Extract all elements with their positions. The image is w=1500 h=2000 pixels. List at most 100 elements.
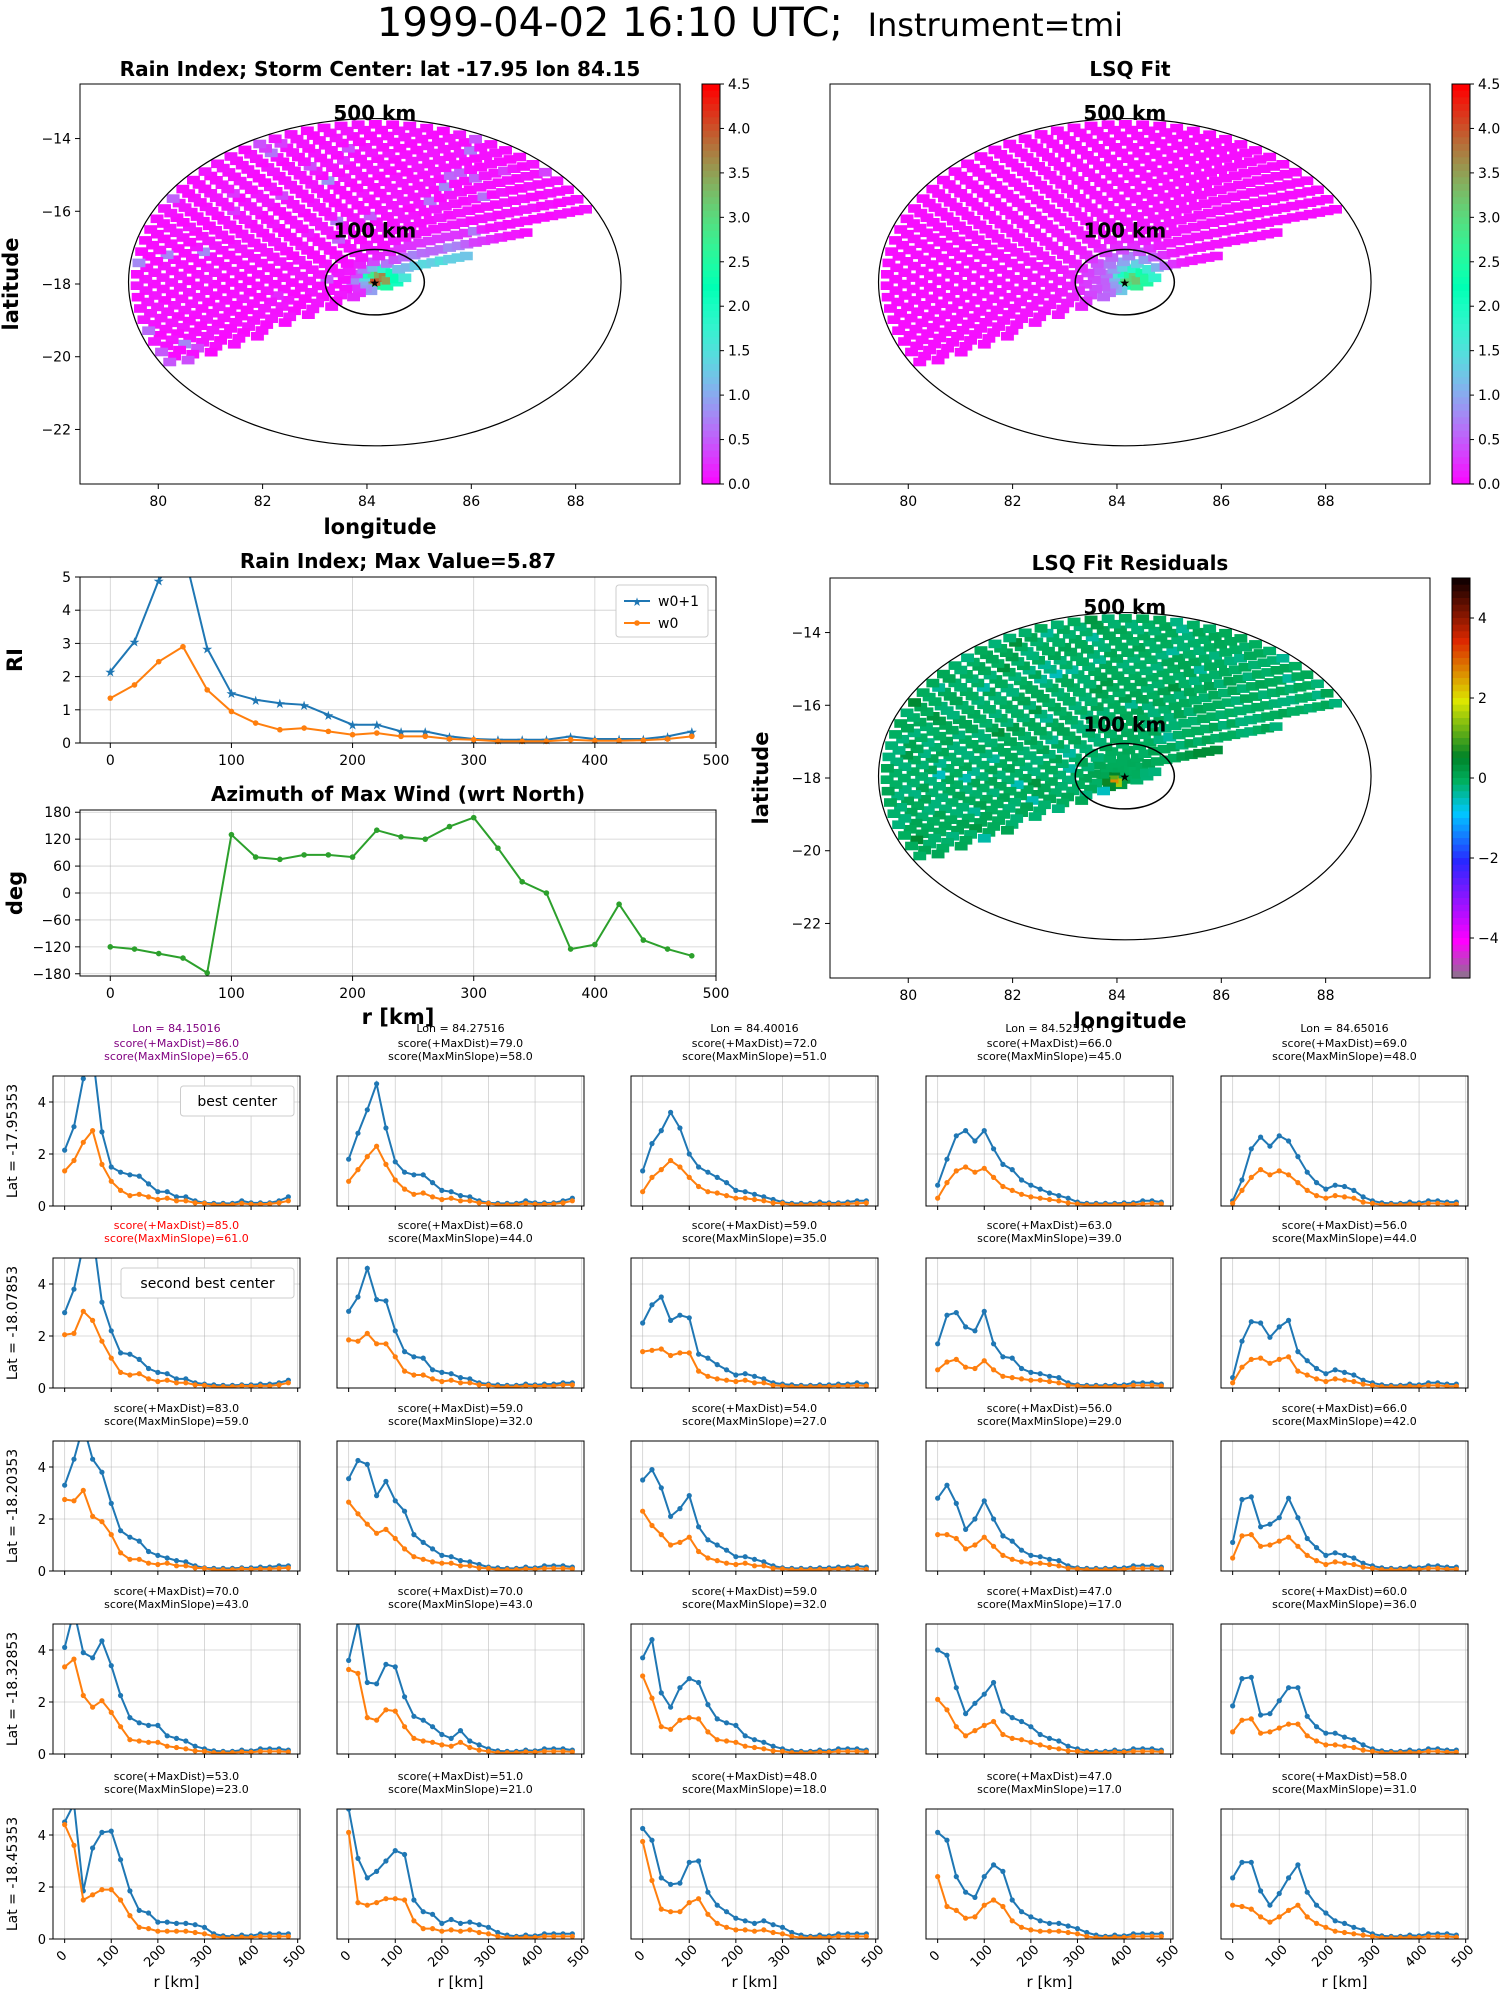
search-point-w0p1 bbox=[457, 1558, 464, 1564]
search-point-w0 bbox=[1056, 1928, 1062, 1934]
search-point-w0 bbox=[1444, 1933, 1450, 1939]
search-panel-frame bbox=[1220, 1257, 1469, 1389]
lsq-fit-map-ring-500km bbox=[877, 117, 1372, 447]
search-point-w0p1 bbox=[1304, 1358, 1310, 1364]
search-point-w0 bbox=[164, 1928, 170, 1934]
lsq-residual-map-colorbar-step bbox=[1452, 691, 1470, 699]
search-point-w0 bbox=[990, 1718, 997, 1725]
search-point-w0 bbox=[944, 1532, 950, 1538]
search-point-w0p1 bbox=[173, 1194, 180, 1200]
azimuth-profile-title: Azimuth of Max Wind (wrt North) bbox=[211, 782, 585, 806]
search-point-w0 bbox=[1407, 1934, 1413, 1939]
search-point-w0 bbox=[239, 1200, 245, 1206]
search-series-w0 bbox=[935, 1356, 1164, 1388]
search-point-w0p1 bbox=[183, 1559, 189, 1565]
rain-index-map-colorbar-step bbox=[702, 390, 720, 398]
search-point-w0 bbox=[1407, 1749, 1413, 1754]
search-point-w0 bbox=[854, 1565, 860, 1571]
search-point-w0 bbox=[1388, 1384, 1394, 1388]
search-point-w0 bbox=[854, 1748, 860, 1754]
search-point-w0 bbox=[467, 1927, 473, 1933]
search-panel-frame bbox=[630, 1257, 879, 1389]
rain-index-map-colorbar-step bbox=[702, 237, 720, 245]
search-point-w0 bbox=[1018, 1924, 1025, 1930]
search-point-w0 bbox=[789, 1384, 795, 1388]
search-panel-r0-c4: Lon = 84.65016score(+MaxDist)=69.0score(… bbox=[1220, 1022, 1469, 1210]
search-point-w0 bbox=[239, 1934, 245, 1939]
search-score-maxminslope: score(MaxMinSlope)=59.0 bbox=[104, 1415, 249, 1428]
rain-index-map-colorbar-step bbox=[702, 190, 720, 198]
search-point-w0p1 bbox=[99, 1299, 105, 1305]
search-point-w0 bbox=[173, 1198, 180, 1204]
search-xtick-label: 0 bbox=[338, 1948, 354, 1964]
search-score-maxminslope: score(MaxMinSlope)=36.0 bbox=[1272, 1598, 1417, 1611]
search-point-w0 bbox=[1230, 1555, 1236, 1561]
azimuth-profile-ytick-label: −60 bbox=[41, 913, 71, 929]
search-point-w0 bbox=[71, 1656, 77, 1662]
search-series-w0 bbox=[62, 1487, 291, 1571]
lsq-fit-map-colorbar-step bbox=[1452, 317, 1470, 325]
search-point-w0 bbox=[807, 1935, 814, 1939]
search-point-w0 bbox=[1323, 1378, 1329, 1385]
search-score-maxdist: score(+MaxDist)=66.0 bbox=[1282, 1402, 1407, 1415]
search-point-w0p1 bbox=[374, 1868, 380, 1874]
search-point-w0 bbox=[211, 1933, 217, 1939]
lsq-residual-map-colorbar-step bbox=[1452, 671, 1470, 679]
azimuth-profile-point bbox=[543, 890, 550, 896]
azimuth-profile-point bbox=[567, 946, 574, 952]
search-point-w0p1 bbox=[935, 1182, 941, 1188]
rain-index-map-colorbar-label: 1.5 bbox=[728, 344, 750, 360]
search-point-w0 bbox=[355, 1670, 361, 1676]
azimuth-profile-point bbox=[495, 845, 501, 851]
search-point-w0 bbox=[173, 1563, 180, 1569]
search-score-maxminslope: score(MaxMinSlope)=44.0 bbox=[388, 1232, 533, 1245]
search-point-w0 bbox=[686, 1350, 692, 1356]
search-point-w0p1 bbox=[981, 1128, 987, 1134]
lsq-residual-map-colorbar-step bbox=[1452, 871, 1470, 879]
search-point-w0 bbox=[770, 1200, 776, 1206]
search-point-w0 bbox=[1093, 1750, 1099, 1754]
search-score-maxdist: score(+MaxDist)=56.0 bbox=[1282, 1219, 1407, 1232]
search-point-w0 bbox=[1295, 1368, 1301, 1374]
search-point-w0 bbox=[863, 1200, 869, 1206]
search-point-w0p1 bbox=[80, 1076, 86, 1082]
lsq-fit-map-colorbar-step bbox=[1452, 97, 1470, 105]
search-point-w0 bbox=[1444, 1749, 1450, 1754]
search-point-w0p1 bbox=[953, 1133, 959, 1139]
lsq-residual-map-colorbar-step bbox=[1452, 811, 1470, 819]
search-score-maxdist: score(+MaxDist)=53.0 bbox=[114, 1770, 239, 1783]
rain-index-map-colorbar-step bbox=[702, 357, 720, 365]
search-point-w0p1 bbox=[1248, 1674, 1254, 1680]
search-point-w0 bbox=[817, 1749, 823, 1754]
search-point-w0 bbox=[155, 1739, 161, 1745]
lsq-residual-map-xtick-label: 82 bbox=[1004, 988, 1022, 1004]
lsq-fit-map-ring-label-500: 500 km bbox=[1083, 101, 1166, 125]
search-point-w0 bbox=[714, 1920, 720, 1926]
lsq-residual-map-ytick-label: −14 bbox=[791, 626, 821, 642]
lsq-residual-map-colorbar-step bbox=[1452, 584, 1470, 592]
search-point-w0p1 bbox=[183, 1376, 189, 1382]
search-xtick-label: 100 bbox=[968, 1942, 996, 1970]
search-point-w0p1 bbox=[127, 1172, 133, 1178]
search-panel-frame bbox=[630, 1075, 879, 1207]
search-point-w0 bbox=[789, 1567, 795, 1571]
search-point-w0 bbox=[981, 1722, 987, 1728]
rain-index-map-xtick-label: 84 bbox=[358, 494, 376, 510]
search-point-w0 bbox=[826, 1201, 832, 1206]
search-point-w0 bbox=[569, 1382, 575, 1388]
search-point-w0 bbox=[779, 1566, 786, 1571]
rain-index-map-colorbar-step bbox=[702, 384, 720, 392]
search-point-w0 bbox=[257, 1748, 263, 1754]
search-point-w0p1 bbox=[71, 1456, 77, 1462]
search-point-w0p1 bbox=[1304, 1169, 1310, 1175]
search-point-w0 bbox=[1112, 1566, 1118, 1571]
search-point-w0 bbox=[285, 1198, 291, 1204]
search-point-w0p1 bbox=[742, 1371, 748, 1377]
search-xtick-label: 500 bbox=[859, 1942, 887, 1970]
search-panel-r0-c3: Lon = 84.52516score(+MaxDist)=66.0score(… bbox=[925, 1022, 1174, 1210]
search-point-w0 bbox=[392, 1708, 398, 1714]
azimuth-profile-point bbox=[446, 823, 453, 830]
search-point-w0 bbox=[1407, 1201, 1413, 1206]
azimuth-profile-ytick-label: 60 bbox=[53, 859, 71, 875]
